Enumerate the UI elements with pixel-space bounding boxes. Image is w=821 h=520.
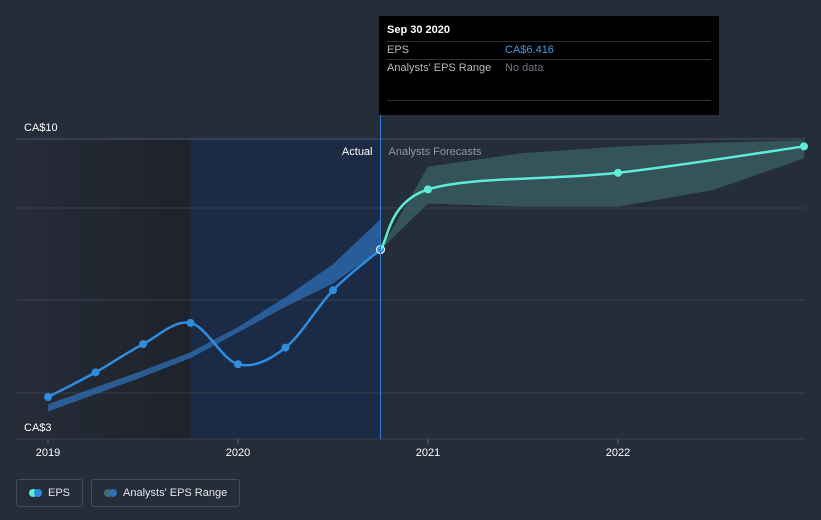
legend: EPS Analysts' EPS Range [16,479,241,507]
legend-eps-label: EPS [48,487,71,499]
eps-forecast-line [379,145,805,251]
x-tick-label: 2021 [416,447,440,459]
tooltip-range-value: No data [505,62,544,74]
y-axis-label-min: CA$3 [24,422,52,434]
legend-item-eps-range[interactable]: Analysts' EPS Range [91,479,241,507]
eps-point [91,368,100,377]
actual-highlight [190,139,381,439]
eps-point [44,393,52,402]
x-tick-label: 2022 [606,447,630,459]
eps-actual-line [47,248,382,399]
legend-range-swatch-icon [104,489,118,497]
eps-point [186,318,195,327]
tooltip-row-range: Analysts' EPS Range No data [387,59,711,77]
eps-point [424,185,432,194]
eps-point [800,142,808,151]
eps-point [329,286,337,295]
swatch-dot-actual [34,489,42,497]
legend-item-eps[interactable]: EPS [16,479,84,507]
eps-point [614,168,622,177]
actual-label: Actual [342,146,373,158]
eps-point [234,360,242,369]
swatch-dot-forecast [29,489,37,497]
past-background [16,139,191,439]
tooltip-date: Sep 30 2020 [387,24,450,36]
legend-range-label: Analysts' EPS Range [123,487,228,499]
eps-point [139,340,147,349]
tooltip-row-eps: EPS CA$6.416 [387,41,711,59]
tooltip-divider [387,100,711,101]
eps-point [281,343,290,352]
swatch-dot-forecast-range [104,489,113,497]
tooltip-range-label: Analysts' EPS Range [387,62,492,74]
forecast-range-band [380,140,805,250]
x-tick-label: 2020 [226,447,250,459]
x-tick-label: 2019 [36,447,60,459]
forecast-label: Analysts Forecasts [389,146,482,158]
tooltip-eps-label: EPS [387,44,410,56]
legend-eps-swatch-icon [29,489,42,497]
swatch-dot-actual-range [109,489,118,497]
tooltip-eps-value: CA$6.416 [505,44,554,56]
tooltip: Sep 30 2020 EPS CA$6.416 Analysts' EPS R… [379,16,719,115]
y-axis-label-max: CA$10 [24,122,58,134]
